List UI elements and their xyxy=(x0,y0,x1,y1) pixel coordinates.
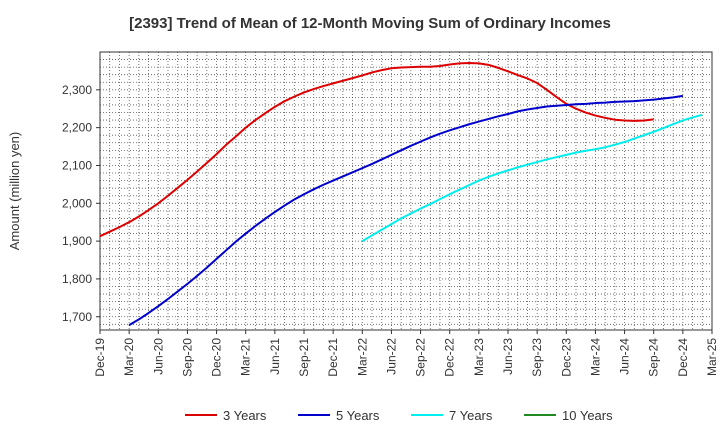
x-tick-label: Mar-24 xyxy=(588,338,602,376)
y-axis-label: Amount (million yen) xyxy=(7,132,22,251)
y-tick-label: 1,900 xyxy=(62,234,92,248)
legend-label-5-years: 5 Years xyxy=(336,408,380,423)
y-tick-label: 2,000 xyxy=(62,196,92,210)
y-axis-ticks: 1,700 1,800 1,900 2,000 2,100 2,200 2,300 xyxy=(62,83,100,324)
x-tick-label: Mar-20 xyxy=(122,338,136,376)
legend: 3 Years 5 Years 7 Years 10 Years xyxy=(185,408,613,423)
series-line-7-years xyxy=(361,113,703,242)
y-tick-label: 1,700 xyxy=(62,310,92,324)
legend-label-10-years: 10 Years xyxy=(562,408,613,423)
legend-label-7-years: 7 Years xyxy=(449,408,493,423)
x-axis-ticks: Dec-19 Mar-20 Jun-20 Sep-20 Dec-20 Mar-21 Jun-… xyxy=(93,330,719,377)
x-tick-label: Sep-20 xyxy=(180,338,194,377)
x-tick-label: Dec-24 xyxy=(676,338,690,377)
x-tick-label: Dec-22 xyxy=(443,338,457,377)
x-tick-label: Sep-24 xyxy=(647,338,661,377)
x-tick-label: Sep-21 xyxy=(297,338,311,377)
x-tick-label: Dec-23 xyxy=(559,338,573,377)
x-tick-label: Jun-24 xyxy=(618,338,632,375)
y-tick-label: 2,200 xyxy=(62,121,92,135)
plot-frame xyxy=(99,51,713,331)
x-tick-label: Jun-20 xyxy=(151,338,165,375)
series-line-5-years xyxy=(128,94,684,326)
x-tick-label: Dec-19 xyxy=(93,338,107,377)
y-tick-label: 2,100 xyxy=(62,158,92,172)
y-tick-label: 2,300 xyxy=(62,83,92,97)
grid-layer xyxy=(100,52,712,330)
x-tick-label: Mar-23 xyxy=(472,338,486,376)
x-tick-label: Jun-21 xyxy=(268,338,282,375)
x-tick-label: Dec-20 xyxy=(210,338,224,377)
x-tick-label: Sep-22 xyxy=(414,338,428,377)
chart-title: [2393] Trend of Mean of 12-Month Moving … xyxy=(129,15,611,32)
x-tick-label: Jun-22 xyxy=(384,338,398,375)
x-tick-label: Mar-22 xyxy=(355,338,369,376)
x-tick-label: Dec-21 xyxy=(326,338,340,377)
y-tick-label: 1,800 xyxy=(62,272,92,286)
legend-label-3-years: 3 Years xyxy=(223,408,267,423)
series-line-3-years xyxy=(99,61,654,238)
x-tick-label: Sep-23 xyxy=(530,338,544,377)
x-tick-label: Mar-25 xyxy=(705,338,719,376)
series-layer xyxy=(99,61,703,326)
x-tick-label: Mar-21 xyxy=(239,338,253,376)
x-tick-label: Jun-23 xyxy=(501,338,515,375)
